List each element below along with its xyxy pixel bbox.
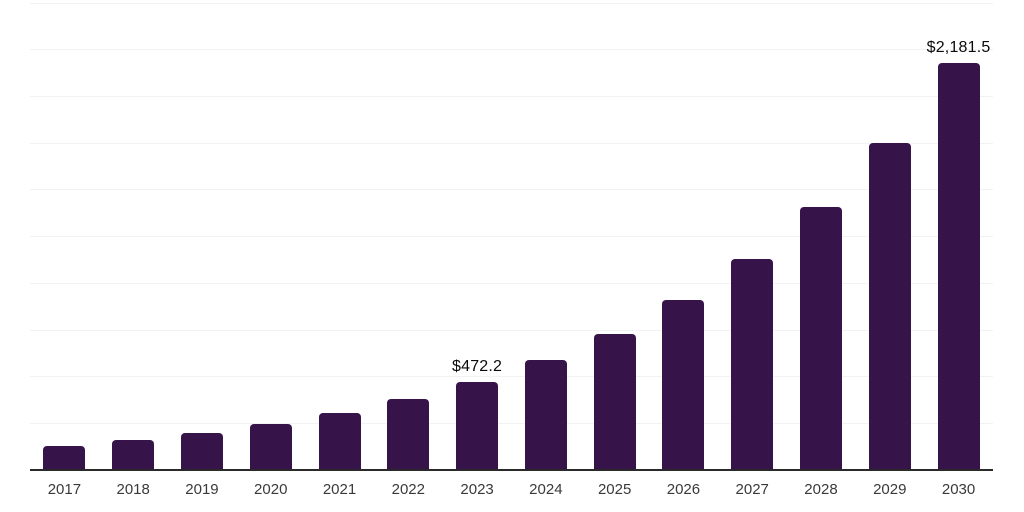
x-tick-2028: 2028 [804,481,838,498]
bar-2018 [112,440,155,470]
gridline-1750 [30,142,993,144]
bar-2030 [937,62,980,470]
x-tick-2019: 2019 [185,481,219,498]
gridline-2000 [30,96,993,98]
bar-cell-2025 [580,0,649,470]
bar-2025 [593,333,636,470]
gridline-250 [30,422,993,424]
bar-cell-2018 [99,0,168,470]
bar-2029 [868,142,911,470]
gridline-1000 [30,282,993,284]
bar-2024 [524,360,567,470]
bar-value-label-2030: $2,181.5 [926,38,991,56]
bar-cell-2030: $2,181.5 [924,0,993,470]
bar-cell-2026 [649,0,718,470]
bar-cell-2027 [718,0,787,470]
x-tick-2018: 2018 [116,481,150,498]
bar-cell-2029 [855,0,924,470]
bar-2017 [43,446,86,470]
x-tick-2022: 2022 [391,481,425,498]
bar-cell-2017 [30,0,99,470]
x-tick-2026: 2026 [666,481,701,498]
bar-2019 [180,433,223,470]
gridline-1500 [30,189,993,191]
gridline-2250 [30,49,993,51]
bar-2026 [662,300,705,470]
x-tick-2020: 2020 [254,481,288,498]
gridline-1250 [30,236,993,238]
bar-2022 [387,399,430,470]
bar-2027 [731,258,774,470]
bar-2023 [456,381,499,470]
bars-container: $472.2 $2,181.5 [30,0,993,470]
bar-2021 [318,413,361,470]
gridline-2500 [30,2,993,4]
bar-cell-2023: $472.2 [443,0,512,470]
x-axis-labels: 2017 2018 2019 2020 2021 2022 2023 2024 2025 2026… [30,480,993,500]
bar-cell-2019 [168,0,237,470]
x-axis-line [30,469,993,471]
x-tick-2030: 2030 [941,481,976,498]
bar-cell-2020 [236,0,305,470]
x-tick-2023: 2023 [460,481,494,498]
x-tick-2027: 2027 [735,481,769,498]
bar-cell-2021 [305,0,374,470]
bar-2020 [249,424,292,470]
plot-area: $472.2 $2,181.5 [30,0,993,471]
x-tick-2017: 2017 [47,481,82,498]
gridline-500 [30,376,993,378]
bar-cell-2028 [787,0,856,470]
x-tick-2025: 2025 [597,481,632,498]
bar-cell-2022 [374,0,443,470]
bar-value-label-2023: $472.2 [452,357,503,375]
x-tick-2021: 2021 [322,481,357,498]
x-tick-2029: 2029 [873,481,907,498]
bar-2028 [799,207,842,470]
x-tick-2024: 2024 [529,481,563,498]
bar-cell-2024 [511,0,580,470]
gridlines [30,0,993,470]
gridline-750 [30,329,993,331]
